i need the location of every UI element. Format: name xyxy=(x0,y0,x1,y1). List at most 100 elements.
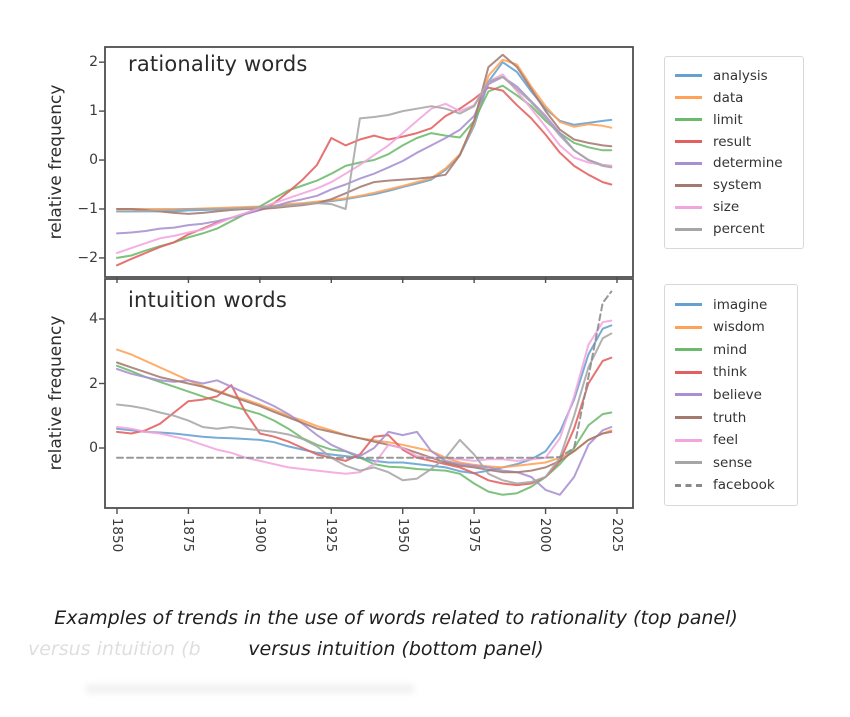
x-tick-label: 1900 xyxy=(245,518,275,552)
legend-swatch-believe xyxy=(675,393,702,397)
x-tick-label-text: 1975 xyxy=(466,517,483,553)
series-line-believe xyxy=(116,368,613,496)
figure-caption: Examples of trends in the use of words r… xyxy=(0,603,792,665)
legend-swatch-analysis xyxy=(675,74,702,78)
x-tick-label: 2025 xyxy=(602,518,632,552)
legend-swatch-feel xyxy=(675,438,702,442)
y-tick-label: −1 xyxy=(77,200,98,217)
series-line-size xyxy=(116,73,613,254)
x-tick-label: 1925 xyxy=(316,518,346,552)
legend-item-wisdom: wisdom xyxy=(675,319,787,335)
legend-swatch-wisdom xyxy=(675,325,702,329)
bottom-panel-title: intuition words xyxy=(128,288,287,312)
legend-swatch-data xyxy=(675,96,702,100)
legend-item-analysis: analysis xyxy=(675,68,793,84)
rationality-panel-plot xyxy=(99,46,634,283)
legend-item-believe: believe xyxy=(675,387,787,403)
series-line-limit xyxy=(116,84,613,259)
x-tick-label: 1850 xyxy=(102,518,132,552)
series-line-feel xyxy=(116,319,613,475)
legend-label: result xyxy=(713,133,752,150)
series-line-analysis xyxy=(116,61,613,213)
series-line-sense xyxy=(116,332,613,485)
legend-swatch-facebook xyxy=(675,483,702,487)
line-chart-figure: rationality words intuition words relati… xyxy=(46,46,804,552)
top-panel-title: rationality words xyxy=(128,52,308,76)
caption-ghost-artifact: versus intuition (b xyxy=(28,638,201,660)
caption-line-2: versus intuition (bottom panel) xyxy=(248,638,544,660)
x-tick-label: 1950 xyxy=(388,518,418,552)
caption-line-2-wrap: versus intuition (b versus intuition (bo… xyxy=(0,634,792,665)
legend-swatch-determine xyxy=(675,161,702,165)
legend-label: imagine xyxy=(713,296,768,313)
y-tick-label: 2 xyxy=(89,54,98,71)
legend-item-feel: feel xyxy=(675,432,787,448)
legend-label: mind xyxy=(713,341,748,358)
legend-swatch-percent xyxy=(675,227,702,231)
legend-item-percent: percent xyxy=(675,221,793,237)
legend-intuition: imagine wisdom mind think believe truth feel se… xyxy=(664,284,798,506)
legend-label: feel xyxy=(713,432,739,449)
x-tick-label: 1875 xyxy=(173,518,203,552)
y-tick-label: 0 xyxy=(89,440,98,456)
legend-swatch-mind xyxy=(675,348,702,352)
legend-item-data: data xyxy=(675,90,793,106)
series-line-data xyxy=(116,58,613,210)
series-line-system xyxy=(116,53,613,215)
legend-swatch-limit xyxy=(675,118,702,122)
legend-swatch-result xyxy=(675,140,702,143)
legend-item-sense: sense xyxy=(675,455,787,471)
legend-item-truth: truth xyxy=(675,410,787,426)
x-tick-label-text: 1900 xyxy=(251,517,268,553)
legend-item-limit: limit xyxy=(675,112,793,128)
legend-item-size: size xyxy=(675,199,793,215)
legend-item-mind: mind xyxy=(675,342,787,358)
legend-label: determine xyxy=(713,155,783,172)
legend-swatch-truth xyxy=(675,416,702,420)
x-tick-label-text: 1925 xyxy=(323,517,340,553)
legend-swatch-size xyxy=(675,205,702,209)
intuition-panel-plot xyxy=(99,278,634,514)
series-line-truth xyxy=(116,361,613,474)
legend-item-system: system xyxy=(675,177,793,193)
x-tick-label: 1975 xyxy=(459,518,489,552)
x-tick-label-text: 2025 xyxy=(609,517,626,553)
caption-line-1: Examples of trends in the use of words r… xyxy=(54,607,738,629)
legend-swatch-think xyxy=(675,370,702,374)
legend-label: size xyxy=(713,199,740,216)
legend-item-result: result xyxy=(675,134,793,150)
axes-spines xyxy=(104,278,634,509)
series-line-mind xyxy=(116,364,613,496)
legend-label: facebook xyxy=(713,477,775,494)
legend-swatch-system xyxy=(675,183,702,187)
y-tick-label: 0 xyxy=(89,152,98,169)
scan-smudge-artifact xyxy=(85,684,415,694)
series-line-think xyxy=(116,356,613,487)
legend-rationality: analysis data limit result determine system si… xyxy=(664,56,804,249)
y-tick-label: 4 xyxy=(89,310,98,327)
x-tick-label-text: 1950 xyxy=(394,517,411,553)
legend-item-facebook: facebook xyxy=(675,477,787,493)
x-tick-label: 2000 xyxy=(531,518,561,552)
x-tick-label-text: 1850 xyxy=(109,517,126,553)
series-line-percent xyxy=(116,75,613,213)
axes-spines xyxy=(104,46,634,278)
legend-item-determine: determine xyxy=(675,155,793,171)
legend-label: truth xyxy=(713,409,747,426)
legend-swatch-sense xyxy=(675,461,702,465)
legend-swatch-imagine xyxy=(675,303,702,307)
x-tick-label-text: 2000 xyxy=(537,517,554,553)
legend-label: believe xyxy=(713,386,762,403)
y-tick-label: 1 xyxy=(89,103,98,120)
legend-label: system xyxy=(713,177,762,194)
series-line-facebook xyxy=(116,290,613,459)
y-tick-label: 2 xyxy=(89,375,98,392)
legend-label: analysis xyxy=(713,67,768,84)
legend-label: data xyxy=(713,89,744,106)
legend-item-think: think xyxy=(675,364,787,380)
legend-label: percent xyxy=(713,221,765,237)
y-tick-label: −2 xyxy=(77,249,98,266)
series-line-imagine xyxy=(116,324,613,475)
legend-label: think xyxy=(713,364,747,381)
